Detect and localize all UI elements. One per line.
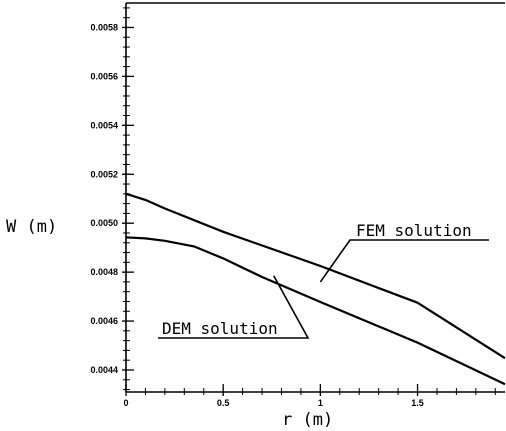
y-tick-label: 0.0056 [90,71,118,81]
series-lines [125,192,506,386]
fem-solution-label: FEM solution [356,221,472,240]
axes [125,2,505,393]
dem-leader-line [158,275,310,339]
dem-solution-label: DEM solution [162,319,278,338]
y-tick-label: 0.0050 [90,218,118,228]
x-tick-label: 1 [318,398,323,408]
x-axis-label: r (m) [282,410,333,430]
y-tick-label: 0.0054 [90,120,118,130]
x-tick-label: 1.5 [411,398,424,408]
dem-solution-line [125,236,506,386]
x-tick-label: 0 [123,398,128,408]
x-tick-label: 0.5 [217,398,230,408]
y-tick-label: 0.0044 [90,365,118,375]
y-tick-label: 0.0048 [90,267,118,277]
fem-leader-line [319,239,489,283]
y-tick-label: 0.0052 [90,169,118,179]
y-tick-label: 0.0058 [90,22,118,32]
ticks: 0.0044 0.0046 0.0048 0.0050 0.0052 0.0054 0.00… [90,7,496,408]
y-axis-label: W (m) [6,217,57,237]
y-tick-label: 0.0046 [90,316,118,326]
annotations: FEM solution DEM solution [158,221,489,339]
fem-solution-line [125,192,506,360]
